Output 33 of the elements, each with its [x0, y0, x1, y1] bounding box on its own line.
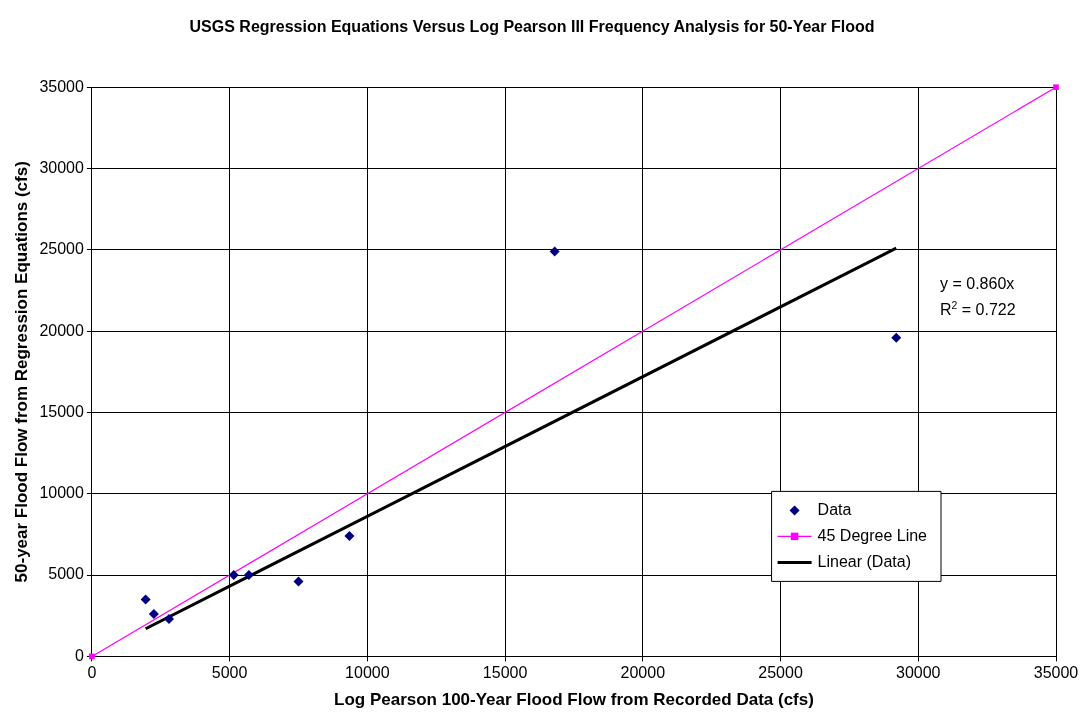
x-tick-label: 5000	[211, 664, 248, 682]
point	[243, 570, 254, 581]
point	[344, 531, 355, 542]
chart-title: USGS Regression Equations Versus Log Pearson III Frequency Analysis for 50-Year Flood	[189, 18, 875, 36]
point	[140, 594, 151, 605]
legend-label: Data	[817, 500, 852, 518]
x-tick-label: 10000	[345, 664, 390, 682]
x-tick-label: 0	[87, 664, 97, 682]
x-tick-label: 30000	[896, 664, 941, 682]
y-axis-title: 50-year Flood Flow from Regression Equations (cfs)	[11, 161, 31, 583]
point	[148, 609, 159, 620]
legend-label: Linear (Data)	[817, 552, 911, 570]
point	[228, 570, 239, 581]
y-tick-label: 5000	[48, 565, 84, 583]
annotation: y = 0.860x	[940, 275, 1015, 293]
x-tick-label: 20000	[620, 664, 666, 682]
y-tick-label: 35000	[39, 77, 84, 95]
y-tick-label: 15000	[39, 402, 84, 420]
y-tick-label: 10000	[39, 484, 84, 502]
point	[164, 614, 175, 624]
point	[891, 332, 902, 343]
y-tick-label: 25000	[39, 240, 84, 258]
point	[293, 576, 304, 587]
x-tick-label: 35000	[1033, 664, 1079, 682]
y-tick-label: 0	[74, 646, 84, 664]
y-tick-label: 20000	[39, 321, 84, 339]
x-tick-label: 25000	[758, 664, 803, 682]
point	[1053, 84, 1059, 91]
y-tick-label: 30000	[39, 158, 84, 176]
x-tick-label: 15000	[482, 664, 528, 682]
x-axis-title: Log Pearson 100-Year Flood Flow from Recorded Data (cfs)	[334, 690, 814, 710]
point	[549, 246, 560, 257]
legend-label: 45 Degree Line	[817, 526, 928, 544]
